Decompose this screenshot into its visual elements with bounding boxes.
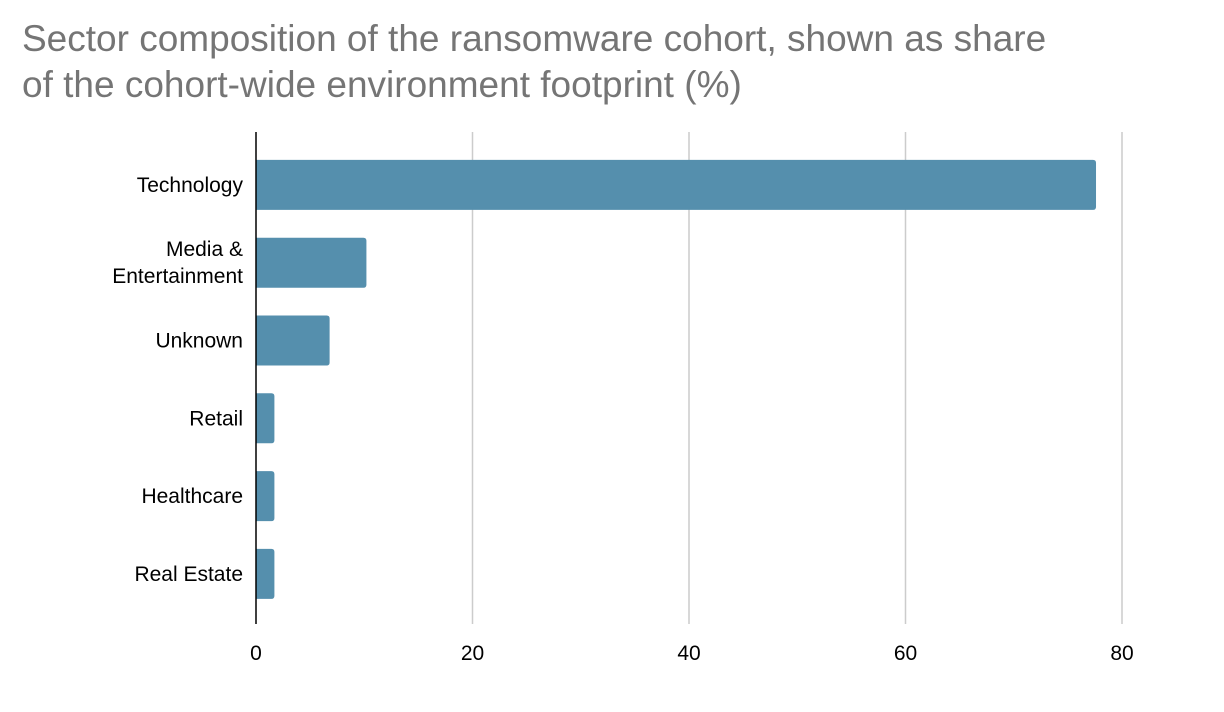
- category-label-2: Unknown: [155, 330, 243, 353]
- bar-1: [256, 237, 367, 288]
- category-label-1-line-0: Media &: [166, 238, 243, 261]
- x-tick-label-4: 80: [1110, 642, 1133, 665]
- bar-4: [256, 471, 275, 522]
- category-label-5: Real Estate: [134, 563, 243, 586]
- bar-5: [256, 548, 275, 599]
- chart-title-line-2: of the cohort-wide environment footprint…: [22, 64, 742, 105]
- category-label-4: Healthcare: [141, 485, 243, 508]
- bar-2: [256, 315, 330, 366]
- x-tick-label-3: 60: [894, 642, 917, 665]
- x-tick-label-1: 20: [461, 642, 484, 665]
- category-label-1-line-1: Entertainment: [112, 265, 243, 288]
- category-label-3: Retail: [189, 407, 243, 430]
- x-tick-label-2: 40: [677, 642, 700, 665]
- bar-3: [256, 393, 275, 444]
- chart-title-line-1: Sector composition of the ransomware coh…: [22, 18, 1047, 59]
- chart-title: Sector composition of the ransomware coh…: [22, 16, 1142, 108]
- category-label-0: Technology: [137, 174, 244, 197]
- bar-0: [256, 159, 1097, 210]
- x-tick-label-0: 0: [250, 642, 262, 665]
